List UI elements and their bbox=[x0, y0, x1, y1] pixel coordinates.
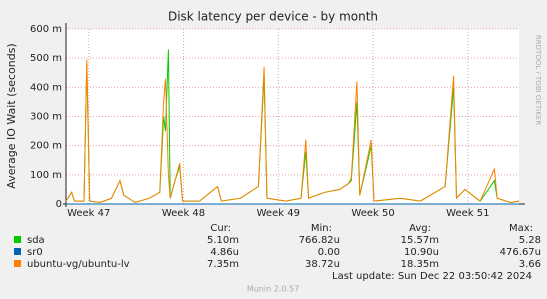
legend-value: 18.35m bbox=[401, 259, 439, 270]
legend-swatch bbox=[14, 236, 21, 243]
legend-value: 0.00 bbox=[318, 247, 340, 258]
legend-value: 38.72u bbox=[305, 259, 340, 270]
chart-title: Disk latency per device - by month bbox=[168, 10, 378, 24]
y-tick-label: 300 m bbox=[30, 112, 62, 123]
x-tick-label: Week 50 bbox=[351, 208, 394, 219]
legend-header: Max: bbox=[509, 223, 533, 234]
legend-value: 10.90u bbox=[404, 247, 439, 258]
legend-value: 3.66 bbox=[519, 259, 541, 270]
last-update: Last update: Sun Dec 22 03:50:42 2024 bbox=[332, 271, 532, 282]
legend-value: 476.67u bbox=[500, 247, 541, 258]
y-tick-label: 500 m bbox=[30, 53, 62, 64]
legend-header: Cur: bbox=[210, 223, 231, 234]
legend-label: sr0 bbox=[27, 247, 43, 258]
x-tick-label: Week 48 bbox=[162, 208, 205, 219]
x-tick-label: Week 51 bbox=[446, 208, 489, 219]
legend-value: 4.86u bbox=[210, 247, 239, 258]
y-tick-label: 0 bbox=[56, 199, 62, 210]
legend-value: 5.28 bbox=[519, 235, 541, 246]
legend-header: Min: bbox=[311, 223, 332, 234]
legend-value: 7.35m bbox=[207, 259, 239, 270]
legend-header: Avg: bbox=[409, 223, 431, 234]
y-tick-label: 100 m bbox=[30, 170, 62, 181]
legend-value: 15.57m bbox=[401, 235, 439, 246]
y-tick-label: 200 m bbox=[30, 141, 62, 152]
footer: Munin 2.0.57 bbox=[247, 285, 299, 294]
x-tick-label: Week 47 bbox=[67, 208, 110, 219]
legend-swatch bbox=[14, 260, 21, 267]
watermark: RRDTOOL / TOBI OETIKER bbox=[534, 35, 542, 125]
y-tick-label: 400 m bbox=[30, 82, 62, 93]
y-tick-label: 600 m bbox=[30, 24, 62, 35]
y-axis-label: Average IO Wait (seconds) bbox=[5, 43, 18, 188]
legend-label: sda bbox=[27, 235, 45, 246]
legend-label: ubuntu-vg/ubuntu-lv bbox=[27, 259, 130, 270]
legend-swatch bbox=[14, 248, 21, 255]
series-line bbox=[65, 59, 520, 204]
legend-value: 766.82u bbox=[299, 235, 340, 246]
x-tick-label: Week 49 bbox=[257, 208, 300, 219]
legend-value: 5.10m bbox=[207, 235, 239, 246]
